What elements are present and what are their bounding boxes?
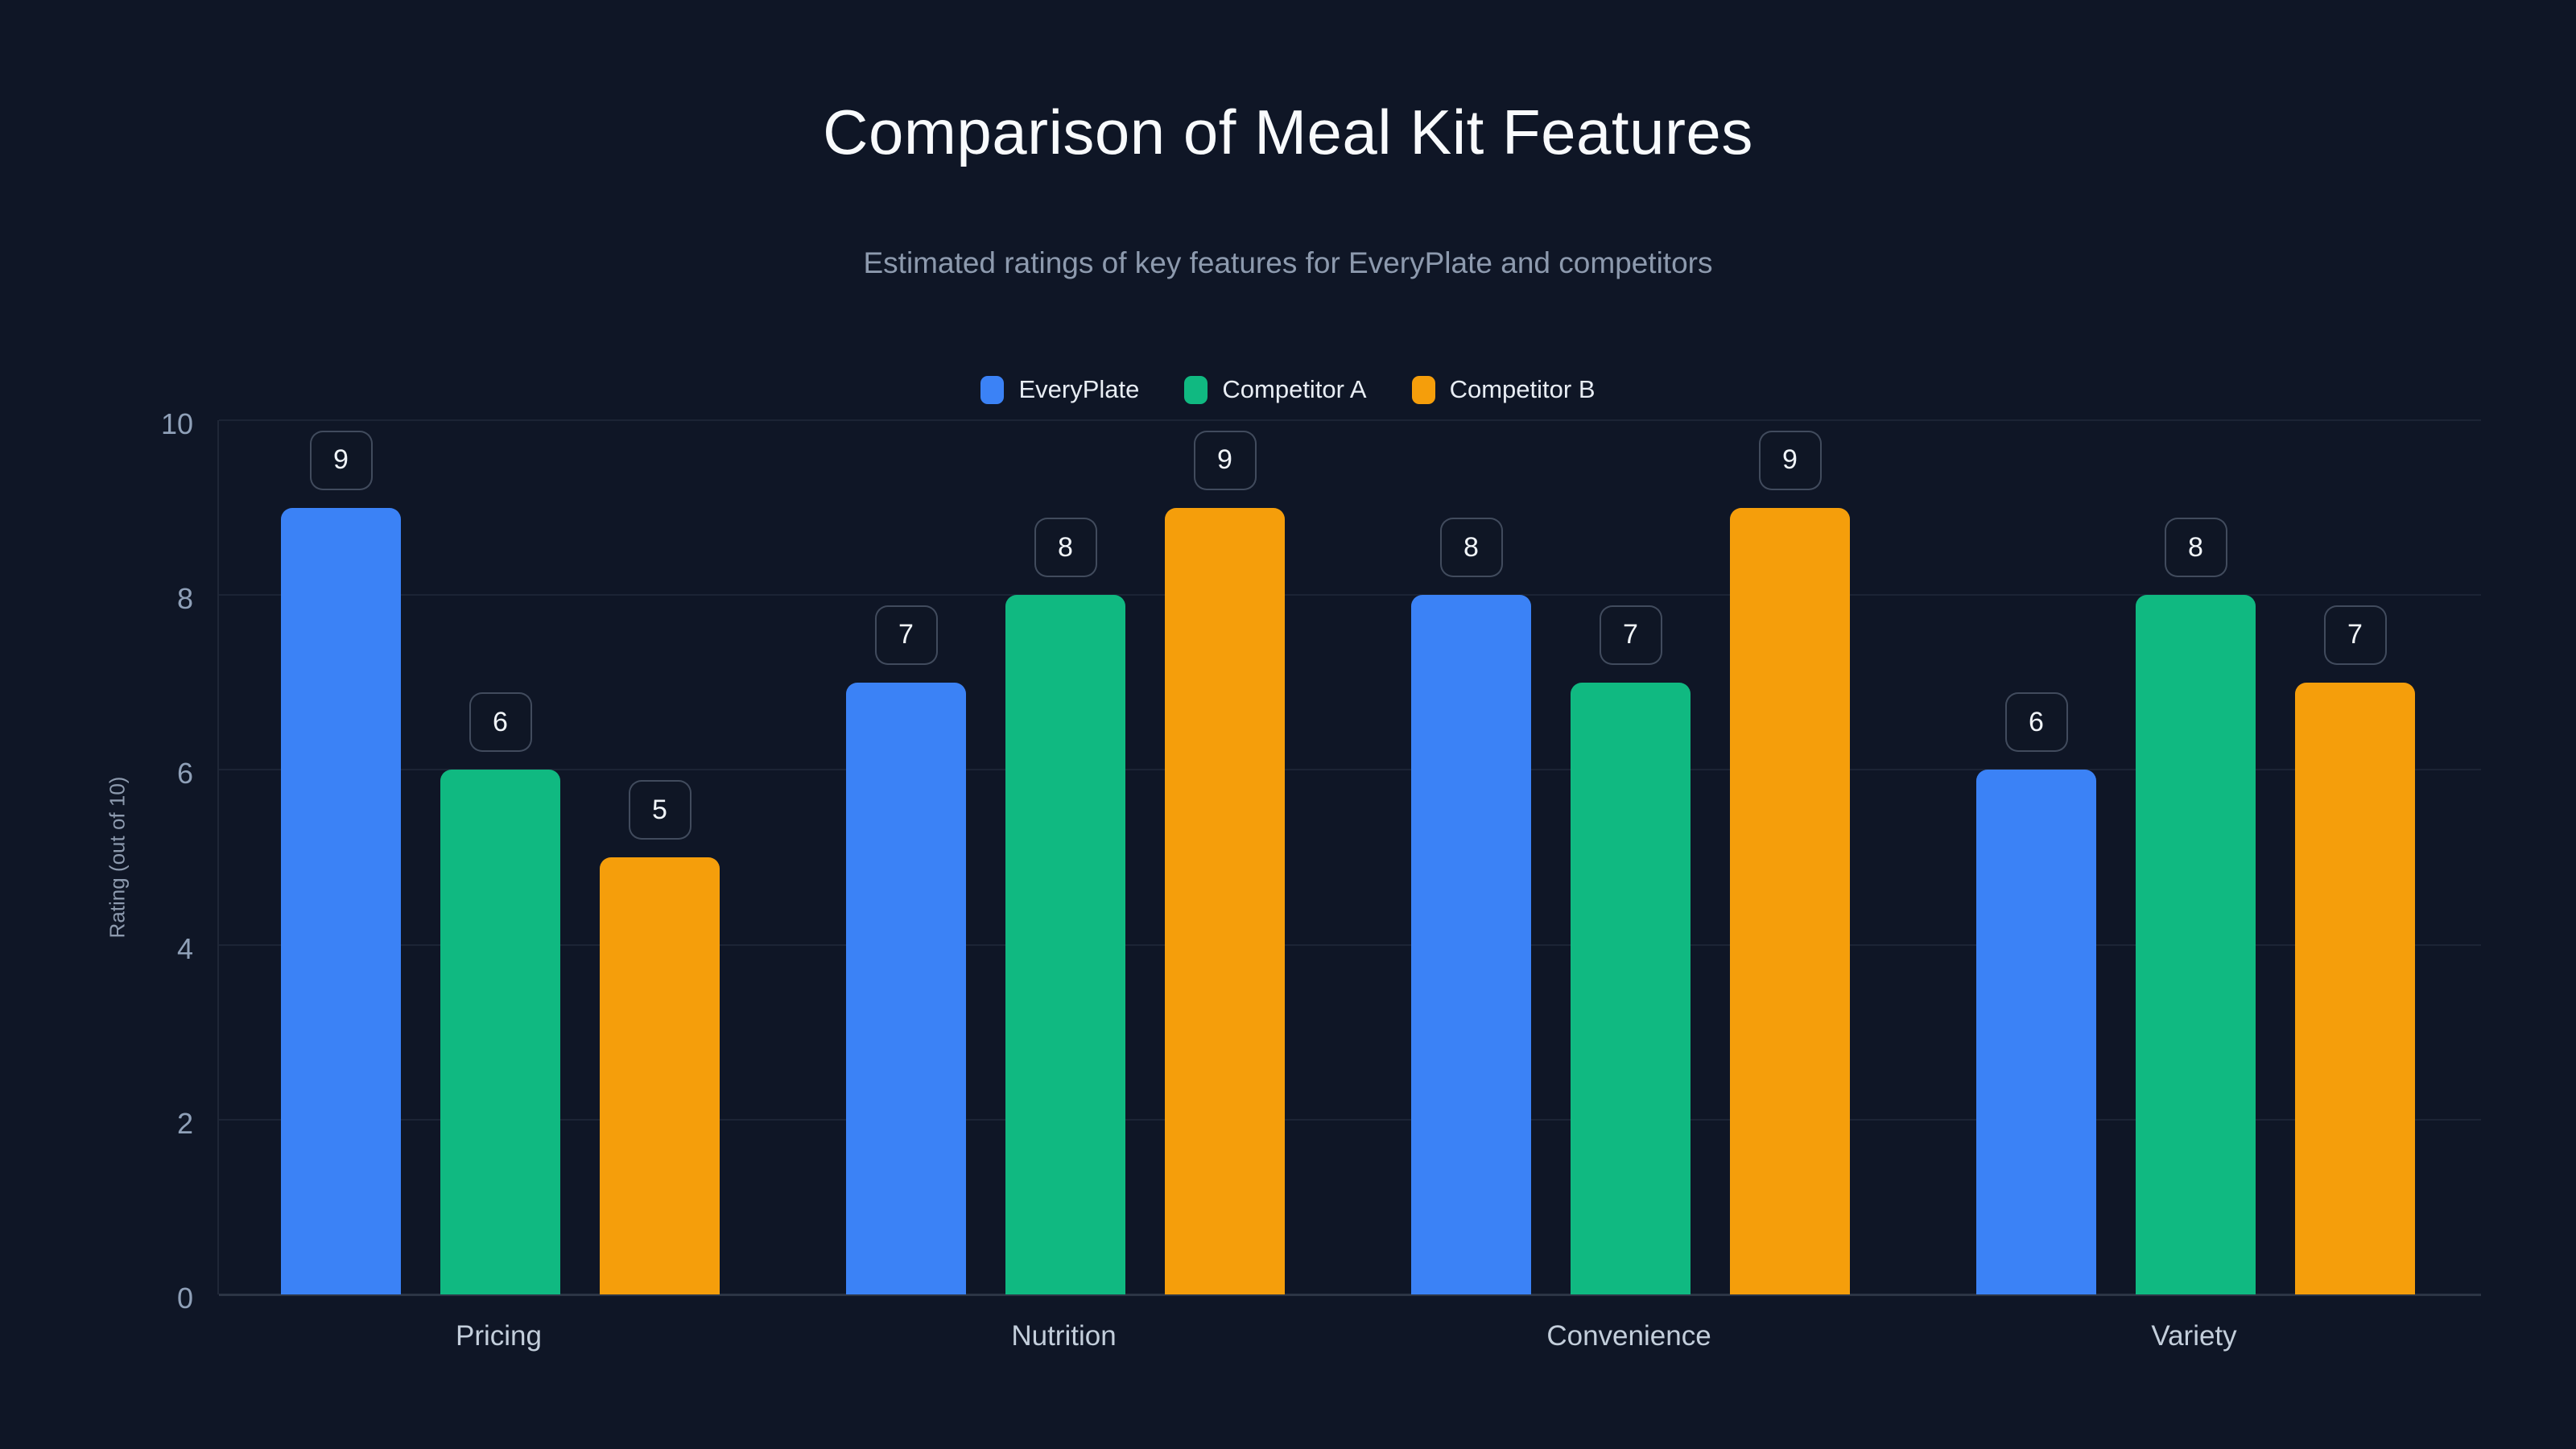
bar-competitor-a-convenience (1571, 682, 1690, 1294)
value-label-competitor-b-variety: 7 (2323, 605, 2387, 665)
value-label-competitor-a-nutrition: 8 (1034, 518, 1097, 578)
chart-title: Comparison of Meal Kit Features (823, 97, 1753, 167)
y-axis-title: Rating (out of 10) (105, 776, 130, 939)
bar-competitor-b-pricing (600, 857, 720, 1294)
bar-competitor-b-convenience (1730, 507, 1850, 1294)
value-label-competitor-a-variety: 8 (2164, 518, 2227, 578)
gridline-0 (219, 1294, 2481, 1296)
legend-item-everyplate: EveryPlate (980, 375, 1139, 404)
value-label-competitor-a-convenience: 7 (1599, 605, 1662, 665)
bar-everyplate-nutrition (846, 682, 966, 1294)
x-label-variety: Variety (2151, 1320, 2237, 1352)
y-tick-10: 10 (160, 407, 193, 440)
value-label-competitor-b-pricing: 5 (628, 780, 691, 840)
chart-subtitle: Estimated ratings of key features for Ev… (863, 246, 1713, 279)
y-tick-8: 8 (176, 582, 193, 616)
legend-swatch-competitor-b (1411, 375, 1435, 404)
value-text: 8 (1463, 531, 1479, 563)
bar-competitor-a-nutrition (1005, 595, 1125, 1294)
y-tick-4: 4 (176, 931, 193, 965)
value-text: 7 (1623, 619, 1638, 650)
bar-competitor-b-nutrition (1165, 507, 1285, 1294)
bar-everyplate-variety (1976, 770, 2096, 1294)
legend-label: EveryPlate (1018, 375, 1140, 403)
value-label-everyplate-pricing: 9 (309, 430, 373, 490)
gridline-6 (219, 769, 2481, 771)
value-text: 9 (333, 444, 349, 476)
value-text: 9 (1217, 444, 1232, 476)
value-text: 6 (2029, 706, 2044, 737)
gridline-2 (219, 1118, 2481, 1121)
value-text: 7 (2347, 619, 2363, 650)
legend-swatch-competitor-a (1184, 375, 1208, 404)
value-text: 8 (1058, 531, 1073, 563)
legend-label: Competitor A (1222, 375, 1367, 403)
gridline-8 (219, 594, 2481, 597)
gridline-4 (219, 943, 2481, 946)
y-tick-6: 6 (176, 757, 193, 791)
x-label-pricing: Pricing (456, 1320, 542, 1352)
legend: EveryPlate Competitor A Competitor B (0, 375, 2576, 404)
value-text: 8 (2188, 531, 2203, 563)
value-label-competitor-b-nutrition: 9 (1193, 430, 1257, 490)
bar-competitor-a-variety (2136, 595, 2256, 1294)
legend-item-competitor-b: Competitor B (1411, 375, 1596, 404)
legend-label: Competitor B (1449, 375, 1596, 403)
value-text: 5 (652, 794, 667, 825)
legend-item-competitor-a: Competitor A (1184, 375, 1367, 404)
value-text: 7 (898, 619, 914, 650)
value-label-everyplate-nutrition: 7 (874, 605, 938, 665)
value-label-everyplate-convenience: 8 (1439, 518, 1503, 578)
bar-everyplate-pricing (281, 507, 401, 1294)
value-text: 6 (493, 706, 508, 737)
legend-swatch-everyplate (980, 375, 1005, 404)
value-text: 9 (1782, 444, 1798, 476)
y-tick-0: 0 (176, 1282, 193, 1315)
bar-competitor-b-variety (2295, 682, 2415, 1294)
bar-everyplate-convenience (1411, 595, 1531, 1294)
plot-area: 9 6 5 7 8 9 8 7 9 6 8 7 (217, 419, 2481, 1296)
x-label-nutrition: Nutrition (1011, 1320, 1117, 1352)
gridline-10 (219, 419, 2481, 421)
x-label-convenience: Convenience (1546, 1320, 1711, 1352)
bar-competitor-a-pricing (440, 770, 560, 1294)
value-label-competitor-a-pricing: 6 (469, 692, 532, 753)
value-label-competitor-b-convenience: 9 (1758, 430, 1822, 490)
y-tick-2: 2 (176, 1106, 193, 1140)
value-label-everyplate-variety: 6 (2004, 692, 2068, 753)
